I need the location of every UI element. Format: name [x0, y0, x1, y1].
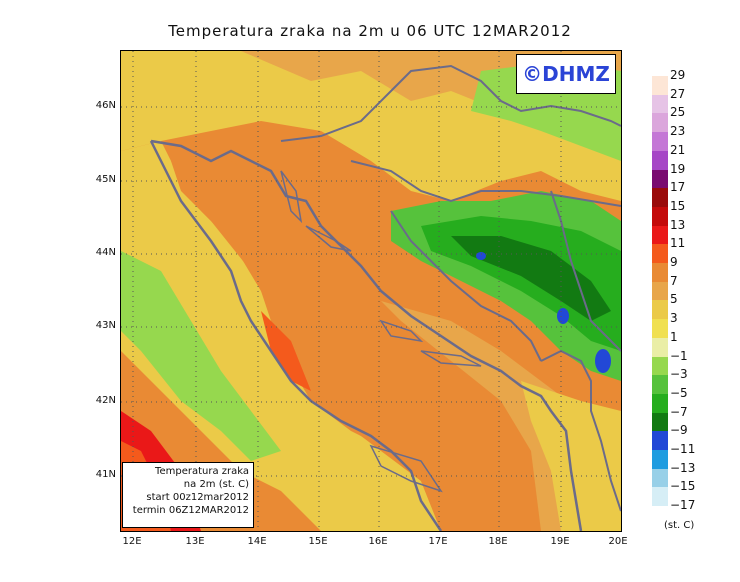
legend-label: 7 — [670, 273, 678, 288]
legend-swatch — [652, 356, 668, 376]
island-pag — [305, 225, 352, 252]
legend-label: −9 — [670, 423, 688, 438]
legend-label: −11 — [670, 442, 696, 456]
info-line-1: Temperatura zraka — [155, 466, 249, 477]
field-italy-coast — [121, 141, 441, 531]
field-albania — [521, 381, 621, 531]
legend-swatch — [652, 263, 668, 283]
lon-label-20e: 20E — [608, 536, 628, 547]
legend-label: 5 — [670, 292, 678, 307]
lat-label-44n: 44N — [95, 247, 116, 258]
legend-swatch — [652, 300, 668, 320]
lon-label-15e: 15E — [308, 536, 328, 547]
legend-label: 25 — [670, 105, 686, 120]
legend-swatch — [652, 412, 668, 432]
temperature-map — [120, 50, 622, 532]
border-bosnia-west — [390, 210, 542, 362]
island-korcula — [420, 350, 482, 367]
legend-swatch — [652, 393, 668, 414]
legend-label: −17 — [670, 498, 696, 513]
info-line-2: na 2m (st. C) — [183, 479, 249, 490]
info-line-4: termin 06Z12MAR2012 — [132, 505, 249, 516]
lon-label-13e: 13E — [185, 536, 205, 547]
legend-label: 11 — [670, 236, 686, 251]
legend-swatch — [652, 206, 668, 227]
field-sea-core — [171, 161, 541, 531]
legend-label: 21 — [670, 142, 686, 157]
legend-label: 3 — [670, 311, 678, 326]
legend-label: −5 — [670, 385, 688, 400]
legend-swatch — [652, 431, 668, 451]
legend-label: −7 — [670, 404, 688, 419]
lon-label-12e: 12E — [122, 536, 142, 547]
field-sea-warm — [261, 311, 311, 391]
map-title: Temperatura zraka na 2m u 06 UTC 12MAR20… — [168, 22, 572, 40]
lon-label-18e: 18E — [488, 536, 508, 547]
cold-spot-1 — [476, 252, 486, 260]
legend-label: 13 — [670, 217, 686, 232]
legend-swatch — [652, 506, 668, 526]
legend-swatch — [652, 169, 668, 189]
legend-label: −13 — [670, 460, 696, 475]
legend-swatch — [652, 132, 668, 152]
legend-swatch — [652, 225, 668, 245]
lat-label-43n: 43N — [95, 320, 116, 331]
legend-swatch — [652, 450, 668, 470]
legend-label: 1 — [670, 329, 678, 344]
legend-swatch — [652, 113, 668, 133]
lon-label-14e: 14E — [247, 536, 267, 547]
border-north — [280, 64, 621, 142]
border-montenegro — [540, 349, 621, 512]
legend-swatch — [652, 188, 668, 208]
map-field — [121, 51, 621, 531]
legend-label: 9 — [670, 255, 678, 269]
legend-units: (st. C) — [664, 520, 695, 531]
legend-swatch — [652, 281, 668, 301]
legend-swatch — [652, 487, 668, 507]
coastline-east — [150, 139, 583, 531]
border-bosnia-north — [350, 160, 621, 207]
lat-label-46n: 46N — [95, 100, 116, 111]
legend-label: 17 — [670, 180, 686, 195]
legend-label: −1 — [670, 348, 688, 363]
lon-label-17e: 17E — [428, 536, 448, 547]
field-coldest — [451, 236, 611, 321]
legend-swatch — [652, 94, 668, 114]
cold-spot-3 — [595, 349, 611, 373]
legend-label: 29 — [670, 68, 686, 82]
legend-label: 19 — [670, 161, 686, 176]
lat-label-45n: 45N — [95, 174, 116, 185]
island-brac — [379, 319, 424, 343]
cold-spot-2 — [557, 308, 569, 324]
legend-swatch — [652, 375, 668, 395]
legend-label: 15 — [670, 198, 686, 213]
info-line-3: start 00z12mar2012 — [146, 492, 249, 503]
lon-label-16e: 16E — [368, 536, 388, 547]
legend-swatch — [652, 337, 668, 357]
lat-label-42n: 42N — [95, 395, 116, 406]
lat-label-41n: 41N — [95, 469, 116, 480]
legend-label: −15 — [670, 479, 696, 494]
field-italy-green — [121, 251, 281, 461]
lon-label-19e: 19E — [550, 536, 570, 547]
legend-label: 23 — [670, 124, 686, 139]
graticule — [121, 51, 621, 531]
legend-swatch — [652, 150, 668, 170]
info-box: Temperatura zraka na 2m (st. C) start 00… — [122, 462, 254, 528]
legend-label: 27 — [670, 86, 686, 101]
legend-label: −3 — [670, 367, 688, 382]
gargano — [369, 444, 443, 493]
legend-swatch — [652, 244, 668, 264]
island-krk — [280, 170, 303, 224]
legend-swatch — [652, 76, 668, 96]
legend-swatch — [652, 468, 668, 488]
copyright-badge: ©DHMZ — [516, 54, 616, 94]
legend-swatch — [652, 319, 668, 339]
